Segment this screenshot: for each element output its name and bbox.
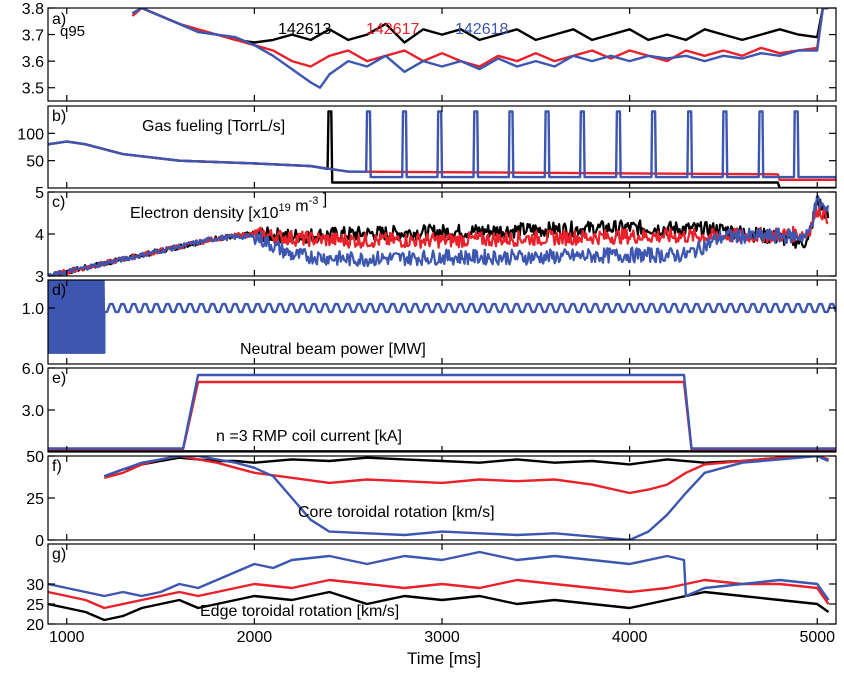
plot-area xyxy=(48,550,830,622)
panel-frame xyxy=(47,279,837,365)
y-tick-label: 3.8 xyxy=(22,1,44,18)
panel-e: 3.0 6.0 e) n =3 RMP coil current [kA] xyxy=(22,361,837,453)
x-tick-label: 2000 xyxy=(237,629,273,646)
panel-label: Edge toroidal rotation [km/s] xyxy=(200,603,399,620)
y-tick-label: 5 xyxy=(35,185,44,202)
y-tick-label: 100 xyxy=(17,126,44,143)
panel-d: 1.0 d) Neutral beam power [MW] xyxy=(22,279,837,365)
y-tick-label: 3.5 xyxy=(22,81,44,98)
y-tick-label: 4 xyxy=(35,227,44,244)
panel-label: Gas fueling [TorrL/s] xyxy=(142,118,285,135)
y-tick-label: 3 xyxy=(35,269,44,286)
panels-group: 3.53.63.73.8a)q95 142613 142617 14261850100… xyxy=(17,1,837,634)
panel-label: Neutral beam power [MW] xyxy=(240,341,426,358)
legend-entry-142618: 142618 xyxy=(455,21,508,38)
y-tick-label: 20 xyxy=(26,617,44,634)
panel-letter: f) xyxy=(52,458,62,475)
series-line-142618 xyxy=(48,194,830,276)
plot-area xyxy=(131,8,829,89)
y-tick-label: 25 xyxy=(26,491,44,508)
panel-label: Core toroidal rotation [km/s] xyxy=(298,504,495,521)
plot-area xyxy=(48,194,830,276)
x-axis-label: Time [ms] xyxy=(407,649,481,668)
panel-letter: b) xyxy=(52,108,66,125)
y-tick-label: 3.0 xyxy=(22,403,44,420)
y-tick-label: 3.6 xyxy=(22,54,44,71)
x-tick-label: 4000 xyxy=(612,629,648,646)
panel-label: n =3 RMP coil current [kA] xyxy=(216,428,402,445)
panel-frame xyxy=(47,367,837,453)
x-axis: 1000 2000 3000 4000 5000 xyxy=(49,629,835,646)
y-tick-label: 50 xyxy=(26,449,44,466)
legend-entry-142613: 142613 xyxy=(278,21,331,38)
legend-entry-142617: 142617 xyxy=(366,21,419,38)
plot-area xyxy=(103,456,829,540)
y-tick-label: 50 xyxy=(26,154,44,171)
series-line-142618 xyxy=(48,110,836,179)
x-tick-label: 1000 xyxy=(49,629,85,646)
y-tick-label: 30 xyxy=(26,577,44,594)
y-tick-label: 25 xyxy=(26,597,44,614)
y-tick-label: 0 xyxy=(35,533,44,550)
series-line-142618 xyxy=(48,280,836,354)
series-line-142613 xyxy=(103,456,829,478)
y-tick-label: 6.0 xyxy=(22,361,44,378)
x-tick-label: 3000 xyxy=(424,629,460,646)
panel-a: 3.5 3.6 3.7 3.8 a)q95 142613 142617 142618 xyxy=(22,1,837,102)
series-line-142617 xyxy=(131,8,829,68)
series-line-142618 xyxy=(131,8,829,89)
series-line-142618 xyxy=(48,373,836,450)
panel-letter: a) xyxy=(52,11,66,28)
panel-label: Electron density [x1019 m-3 ] xyxy=(130,191,327,222)
plot-area xyxy=(48,110,836,188)
panel-letter: e) xyxy=(52,370,66,387)
y-tick-label: 3.7 xyxy=(22,28,44,45)
panel-letter: c) xyxy=(52,194,65,211)
y-tick-label: 1.0 xyxy=(22,301,44,318)
series-line-142618 xyxy=(48,550,830,601)
panel-letter: g) xyxy=(52,546,66,563)
series-line-142617 xyxy=(48,380,836,451)
panel-f: 0 25 50 f) Core toroidal rotation [km/s] xyxy=(26,449,837,550)
plot-area xyxy=(48,280,836,354)
series-line-142618 xyxy=(103,456,829,540)
plot-area xyxy=(48,373,836,452)
panel-g: 20 25 30 g) Edge toroidal rotation [km/s] xyxy=(26,543,837,634)
panel-b: 50 100 b) Gas fueling [TorrL/s] xyxy=(17,105,837,189)
panel-c: 3 4 5 c) Electron density [x1019 m-3 ] xyxy=(35,185,837,286)
panel-label: q95 xyxy=(60,23,85,40)
x-tick-label: 5000 xyxy=(799,629,835,646)
panel-letter: d) xyxy=(52,282,66,299)
